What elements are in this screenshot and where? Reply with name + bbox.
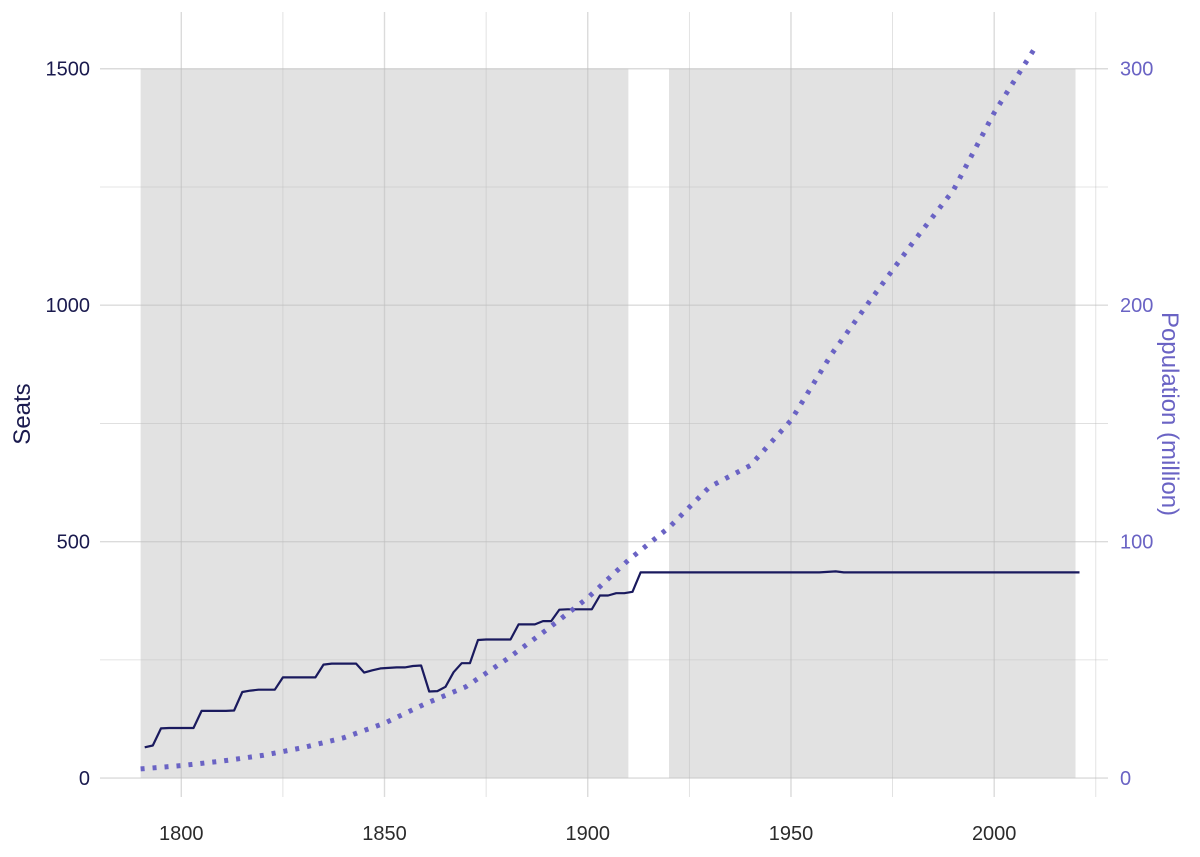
y-tick-label-left: 1500 [46,59,91,81]
y-tick-label-left: 500 [57,532,90,554]
x-tick-label: 1950 [769,823,814,845]
grid-lines [100,12,1108,797]
y-tick-label-left: 1000 [46,295,91,317]
x-tick-label: 2000 [972,823,1017,845]
x-tick-label: 1800 [159,823,204,845]
y-tick-label-right: 200 [1120,295,1153,317]
y-tick-label-left: 0 [79,768,90,790]
tick-labels: 1800 1850 1900 1950 2000 0 500 1000 1500 0 100 200 3… [46,59,1154,845]
y-axis-title-right: Population (million) [1156,312,1183,516]
y-tick-label-right: 0 [1120,768,1131,790]
y-tick-label-right: 300 [1120,59,1153,81]
series-lines [140,46,1080,772]
y-axis-title-left: Seats [9,383,36,444]
y-tick-label-right: 100 [1120,532,1153,554]
seats-line [144,570,1080,749]
x-tick-label: 1900 [565,823,610,845]
x-tick-label: 1850 [362,823,407,845]
